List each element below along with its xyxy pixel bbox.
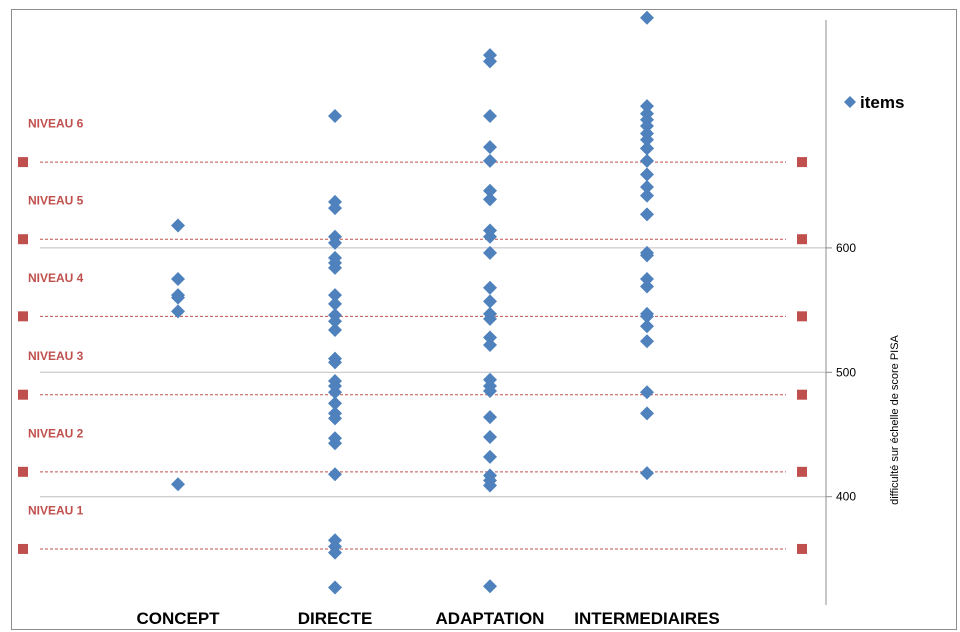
data-point [483,449,497,464]
data-point [640,279,654,294]
data-point [640,406,654,421]
data-point [171,218,185,233]
category-label: ADAPTATION [436,609,545,628]
level-label: NIVEAU 6 [28,117,84,131]
data-point [328,355,342,370]
data-point [640,188,654,203]
data-point [640,272,654,287]
threshold-marker-left [18,389,28,400]
data-point [328,467,342,482]
threshold-marker-left [18,543,28,554]
data-point [328,545,342,560]
data-point [483,330,497,345]
category-label: INTERMEDIAIRES [574,609,719,628]
data-points [171,10,654,595]
threshold-marker-left [18,311,28,322]
data-point [328,396,342,411]
data-point [640,309,654,324]
threshold-marker-left [18,157,28,168]
data-point [640,319,654,334]
data-point [171,477,185,492]
data-point [328,235,342,250]
category-label: DIRECTE [298,609,373,628]
data-point [640,132,654,147]
data-point [328,385,342,400]
level-label: NIVEAU 4 [28,271,84,285]
data-point [328,580,342,595]
data-point [483,311,497,326]
gridlines [40,247,826,498]
data-point [483,109,497,124]
category-labels: CONCEPT DIRECTE ADAPTATION INTERMEDIAIRES [136,609,719,628]
data-point [483,183,497,198]
threshold-marker-right [797,389,807,400]
level-threshold-lines [18,157,807,554]
legend-label: items [860,93,904,112]
data-point [483,229,497,244]
data-point [328,411,342,426]
data-point [640,99,654,114]
data-point [483,280,497,295]
data-point [171,290,185,305]
level-labels: NIVEAU 1 NIVEAU 2 NIVEAU 3 NIVEAU 4 NIVEAU 5… [28,117,84,518]
data-point [640,141,654,156]
legend: items [844,93,904,112]
data-point [328,260,342,275]
data-point [640,179,654,194]
data-point [171,272,185,287]
data-point [328,323,342,338]
threshold-marker-left [18,234,28,245]
data-point [640,248,654,263]
level-label: NIVEAU 1 [28,503,84,517]
data-point [483,478,497,493]
data-point [328,436,342,451]
chart-frame [11,9,957,630]
data-point [328,109,342,124]
data-point [483,54,497,69]
y-tick-label: 600 [836,241,856,255]
data-point [640,207,654,222]
y-axis-title: difficulté sur échelle de score PISA [889,334,901,504]
data-point [483,383,497,398]
data-point [640,167,654,182]
data-point [483,337,497,352]
data-point [640,153,654,168]
level-label: NIVEAU 2 [28,426,84,440]
level-label: NIVEAU 5 [28,194,84,208]
threshold-marker-right [797,311,807,322]
threshold-marker-right [797,466,807,477]
data-point [483,410,497,425]
level-label: NIVEAU 3 [28,349,84,363]
data-point [483,294,497,309]
data-point [640,385,654,400]
data-point [483,192,497,207]
data-point [483,153,497,168]
legend-diamond-icon [844,96,856,108]
category-label: CONCEPT [136,609,220,628]
y-tick-label: 500 [836,365,856,379]
threshold-marker-right [797,234,807,245]
threshold-marker-right [797,157,807,168]
data-point [640,466,654,481]
threshold-marker-left [18,466,28,477]
data-point [640,119,654,134]
data-point [483,429,497,444]
data-point [640,10,654,25]
data-point [483,140,497,155]
data-point [328,201,342,216]
y-ticks: 400 500 600 [826,241,856,504]
data-point [328,314,342,329]
data-point [483,579,497,594]
data-point [640,334,654,349]
data-point [328,288,342,303]
y-tick-label: 400 [836,490,856,504]
threshold-marker-right [797,543,807,554]
data-point [171,304,185,319]
data-point [483,245,497,260]
data-point [328,296,342,311]
